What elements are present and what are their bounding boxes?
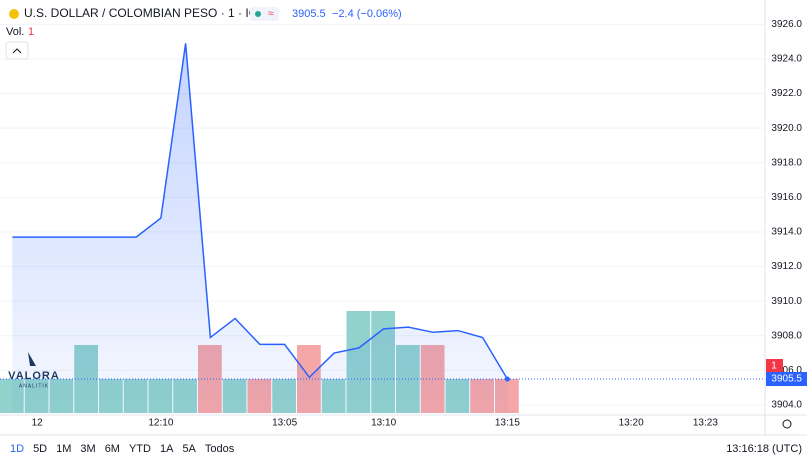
y-tick-label: 3924.0 <box>771 54 802 65</box>
y-tick-label: 3918.0 <box>771 157 802 168</box>
range-button[interactable]: 1M <box>56 443 71 455</box>
area-fill <box>12 43 508 413</box>
x-tick-label: 13:15 <box>495 418 520 429</box>
range-button[interactable]: 1D <box>10 443 24 455</box>
x-tick-label: 12:10 <box>148 418 173 429</box>
watermark: VALORA <box>8 370 60 382</box>
clock: 13:16:18 (UTC) <box>726 443 802 455</box>
y-tick-label: 3908.0 <box>771 330 802 341</box>
last-price: 3905.5 <box>292 8 326 20</box>
watermark: ANALITIK <box>19 383 49 389</box>
y-tick-label: 3916.0 <box>771 192 802 203</box>
plot-area <box>0 23 765 413</box>
settings-icon[interactable] <box>782 419 792 429</box>
volume-badge <box>766 359 783 373</box>
volume-label: Vol. <box>6 26 24 38</box>
collapse-button[interactable] <box>5 41 29 60</box>
price-badge <box>766 372 807 387</box>
y-tick-label: 3926.0 <box>771 19 802 30</box>
toolbar: 1D 5D 1M 3M 6M YTD 1A 5A Todos <box>10 443 235 455</box>
y-tick-label: 3904.0 <box>771 400 802 411</box>
last-point <box>504 376 510 382</box>
status-icon: ≈ <box>268 9 274 20</box>
x-tick-label: 13:05 <box>272 418 297 429</box>
y-tick-label: 3922.0 <box>771 88 802 99</box>
y-tick-label: 3920.0 <box>771 123 802 134</box>
range-button[interactable]: 1A <box>160 443 174 455</box>
y-tick-label: 3912.0 <box>771 261 802 272</box>
volume-value: 1 <box>28 26 34 38</box>
range-button[interactable]: Todos <box>205 443 235 455</box>
range-button[interactable]: 5A <box>182 443 196 455</box>
chevron <box>12 48 22 54</box>
y-tick-label: 3906.0 <box>771 365 802 376</box>
x-tick-label: 12 <box>32 418 44 429</box>
flag-icon <box>9 9 19 19</box>
price-change: −2.4 (−0.06%) <box>332 8 402 20</box>
y-tick-label: 3910.0 <box>771 296 802 307</box>
range-button[interactable]: 3M <box>80 443 95 455</box>
x-tick-label: 13:23 <box>693 418 718 429</box>
watermark-logo <box>28 352 36 366</box>
price-badge-label: 3905.5 <box>771 374 802 385</box>
volume-badge-label: 1 <box>771 361 777 372</box>
status-dot <box>255 11 261 17</box>
status-toggle[interactable] <box>250 7 279 21</box>
range-button[interactable]: 5D <box>33 443 47 455</box>
y-tick-label: 3914.0 <box>771 227 802 238</box>
range-button[interactable]: YTD <box>129 443 151 455</box>
price-line <box>12 43 509 380</box>
x-tick-label: 13:10 <box>371 418 396 429</box>
symbol-title: U.S. DOLLAR / COLOMBIAN PESO · 1 · ICE <box>24 6 265 20</box>
range-button[interactable]: 6M <box>105 443 120 455</box>
x-tick-label: 13:20 <box>619 418 644 429</box>
